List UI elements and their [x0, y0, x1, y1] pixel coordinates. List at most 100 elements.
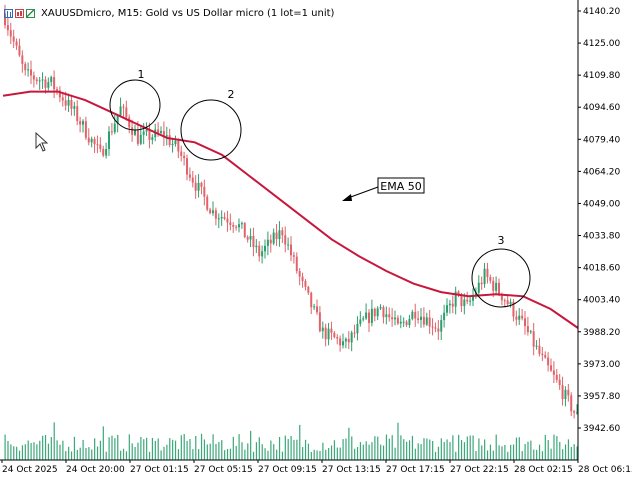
candle-body [139, 134, 142, 144]
volume-bar [325, 449, 327, 460]
volume-bar [143, 439, 145, 460]
candle-body [61, 97, 64, 101]
volume-bar [299, 424, 301, 460]
volume-bar [368, 444, 370, 460]
candle-body [420, 316, 422, 320]
volume-bar [304, 439, 307, 460]
candle-body [27, 69, 30, 71]
candle-body [576, 412, 578, 414]
volume-bar [226, 448, 229, 460]
candle-body [567, 389, 570, 396]
candle-body [269, 239, 272, 244]
volume-bar [235, 445, 237, 460]
volume-bar [33, 442, 35, 460]
candle-body [333, 332, 336, 338]
candle-body [4, 13, 6, 26]
candle-body [394, 317, 396, 320]
volume-bar [432, 440, 434, 460]
volume-bar [177, 449, 180, 460]
volume-bar [218, 442, 220, 460]
candle-body [203, 186, 206, 197]
candle-body [486, 268, 489, 278]
candle-body [183, 156, 186, 159]
candle-body [76, 106, 79, 122]
candle-body [102, 148, 105, 156]
candle-body [356, 323, 359, 334]
candle-body [382, 307, 385, 318]
volume-bar [434, 451, 437, 460]
price-label: 4140.20 [583, 7, 620, 17]
volume-bar [484, 439, 486, 460]
candle-body [290, 244, 292, 256]
volume-bar [79, 447, 81, 460]
candle-body [330, 328, 333, 333]
candle-body [428, 317, 431, 327]
volume-bar [163, 446, 165, 460]
volume-bar [501, 446, 503, 460]
volume-bar [553, 434, 555, 460]
volume-bar [264, 448, 266, 460]
volume-bar [96, 446, 99, 460]
volume-bar [455, 451, 457, 460]
volume-bar [131, 443, 133, 460]
volume-bar [466, 436, 468, 460]
candle-body [58, 90, 61, 98]
volume-bar [39, 440, 41, 460]
volume-bar [255, 442, 258, 460]
volume-bar [333, 440, 336, 460]
candle-body [38, 80, 41, 82]
candle-body [402, 321, 405, 323]
candle-body [275, 232, 278, 240]
volume-bar [157, 438, 159, 460]
candle-body [391, 317, 394, 320]
candle-body [44, 79, 47, 88]
candle-body [521, 315, 524, 319]
candle-body [526, 326, 529, 333]
volume-bar [137, 442, 139, 460]
candle-body [238, 224, 240, 228]
candle-body [518, 315, 521, 320]
candle-body [264, 245, 266, 252]
volume-bar [538, 444, 541, 460]
candle-body [116, 115, 119, 124]
candle-body [573, 411, 576, 413]
volume-bar [203, 439, 206, 460]
candle-body [272, 232, 275, 244]
chart-type-bars-icon[interactable] [4, 8, 13, 18]
volume-bar [65, 451, 67, 460]
volume-bar [440, 438, 442, 460]
candle-body [50, 77, 53, 83]
chart-title: XAUUSDmicro, M15: Gold vs US Dollar micr… [41, 7, 335, 19]
volume-bar [117, 434, 119, 460]
volume-bar [411, 435, 414, 460]
volume-bar [316, 450, 318, 460]
candle-body [6, 25, 9, 31]
candle-body [529, 331, 532, 333]
candle-body [327, 328, 330, 340]
volume-bar [460, 439, 463, 460]
candle-body [301, 276, 304, 282]
chart-type-candles-icon[interactable] [15, 8, 24, 18]
volume-bar [68, 446, 70, 460]
annotation-number-3: 3 [498, 234, 505, 247]
candle-body [365, 312, 368, 319]
volume-bar [351, 436, 353, 460]
volume-bar [62, 440, 64, 460]
volume-bar [128, 434, 130, 460]
volume-bar [495, 434, 497, 460]
ema-label-box [377, 177, 425, 194]
volume-bar [377, 436, 379, 460]
volume-bar [224, 450, 226, 460]
volume-bar [27, 440, 29, 460]
candle-body [235, 226, 238, 228]
price-label: 4079.40 [583, 135, 620, 145]
candle-body [344, 338, 347, 342]
ema-line [2, 90, 579, 329]
price-label: 3988.20 [583, 328, 620, 338]
candle-body [538, 345, 541, 354]
chart-type-line-icon[interactable] [26, 8, 35, 18]
candle-body [128, 117, 131, 128]
volume-bar [492, 450, 494, 460]
